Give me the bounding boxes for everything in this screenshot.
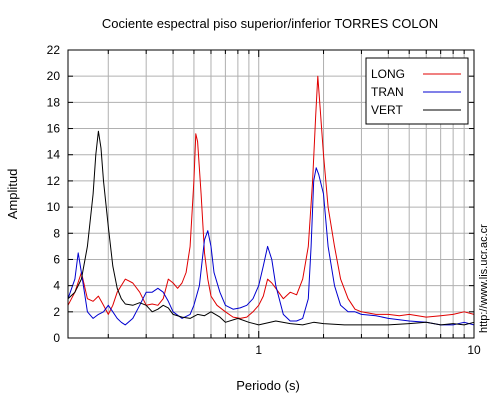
y-tick-label: 2: [53, 305, 60, 319]
y-tick-label: 22: [47, 43, 61, 57]
y-tick-label: 0: [53, 331, 60, 345]
y-tick-label: 16: [47, 122, 61, 136]
plot-frame: [67, 49, 475, 339]
axis-tick-labels: 0 2 4 6 8 10 12 14 16 18 20 22 1 10: [47, 43, 481, 357]
y-tick-label: 12: [47, 174, 61, 188]
y-tick-label: 18: [47, 95, 61, 109]
source-url-text: http://www.lis.ucr.ac.cr: [478, 224, 490, 333]
legend-label-vert: VERT: [371, 103, 403, 117]
y-tick-label: 4: [53, 279, 60, 293]
series-layer: [67, 75, 475, 326]
y-tick-label: 14: [47, 148, 61, 162]
legend-label-tran: TRAN: [371, 85, 404, 99]
grid: [68, 50, 474, 338]
x-tick-label: 1: [255, 343, 262, 357]
legend-label-long: LONG: [371, 67, 405, 81]
series-line-tran: [67, 167, 475, 326]
y-tick-label: 6: [53, 252, 60, 266]
legend: LONG TRAN VERT: [365, 57, 469, 125]
legend-box: [365, 57, 469, 125]
series-line-vert: [67, 130, 475, 326]
x-tick-label: 10: [467, 343, 481, 357]
axis-ticks: [68, 49, 475, 339]
y-tick-label: 10: [47, 200, 61, 214]
y-axis-label: Amplitud: [5, 169, 20, 220]
x-axis-label: Periodo (s): [236, 378, 300, 393]
chart-title: Cociente espectral piso superior/inferio…: [102, 16, 438, 31]
series-line-long: [67, 75, 475, 319]
y-tick-label: 8: [53, 226, 60, 240]
y-tick-label: 20: [47, 69, 61, 83]
